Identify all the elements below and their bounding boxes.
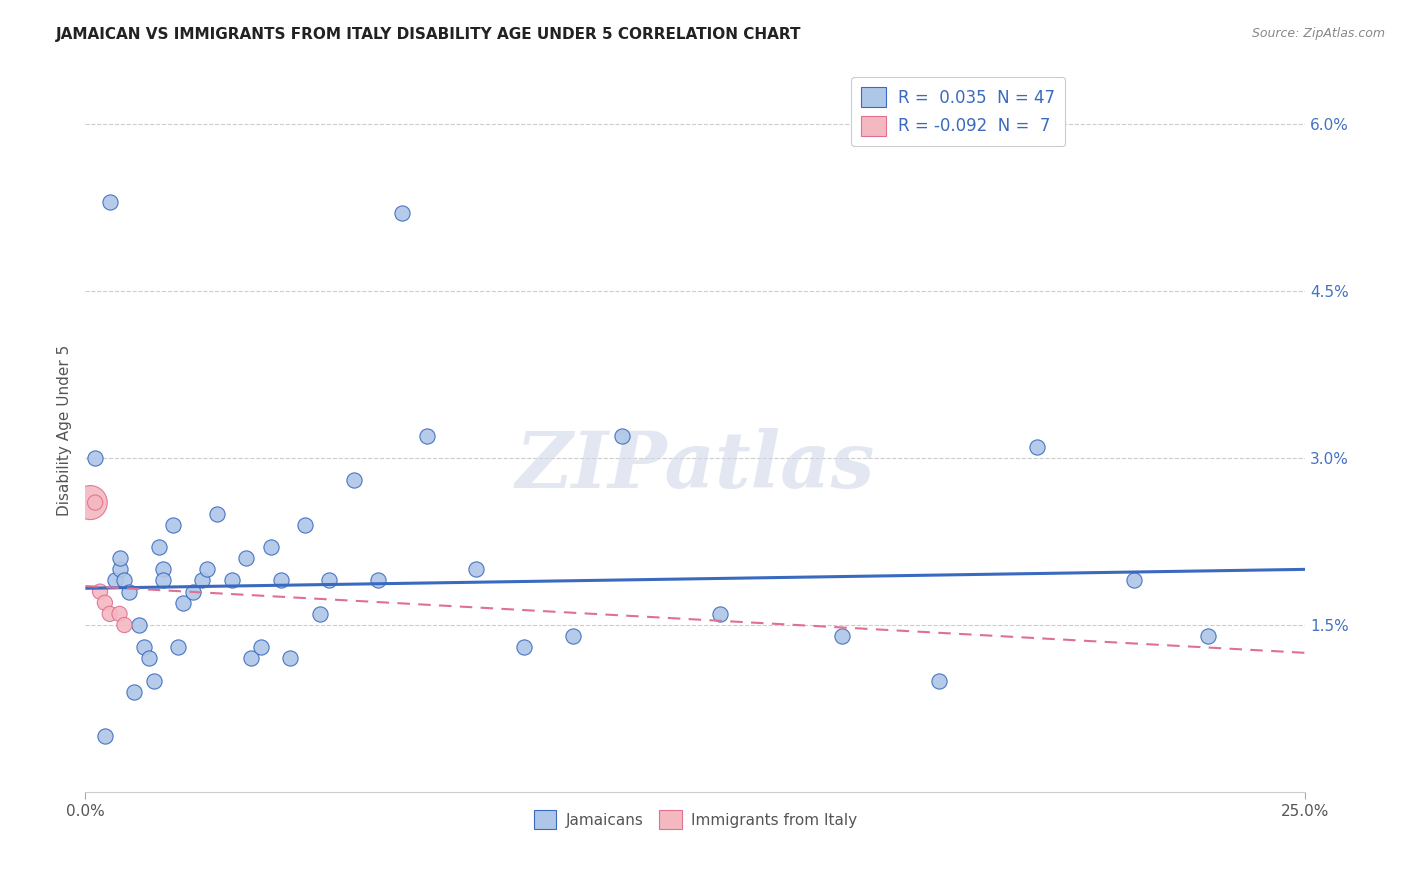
Point: [152, 574, 174, 588]
Point: [250, 640, 273, 655]
Point: [112, 618, 135, 632]
Point: [205, 507, 228, 521]
Point: [235, 551, 257, 566]
Point: [167, 640, 190, 655]
Text: ZIPatlas: ZIPatlas: [516, 428, 875, 505]
Point: [221, 574, 243, 588]
Point: [108, 551, 131, 566]
Point: [709, 607, 731, 621]
Point: [138, 651, 160, 665]
Point: [98, 195, 121, 210]
Point: [416, 429, 439, 443]
Point: [191, 574, 214, 588]
Point: [195, 562, 218, 576]
Point: [367, 574, 389, 588]
Point: [172, 596, 194, 610]
Point: [308, 607, 330, 621]
Point: [128, 618, 150, 632]
Point: [84, 495, 107, 509]
Point: [79, 495, 101, 509]
Point: [84, 451, 107, 466]
Point: [98, 607, 121, 621]
Point: [181, 584, 204, 599]
Point: [278, 651, 301, 665]
Point: [831, 629, 853, 643]
Point: [142, 673, 165, 688]
Point: [148, 540, 170, 554]
Point: [94, 596, 117, 610]
Point: [294, 517, 316, 532]
Point: [1197, 629, 1219, 643]
Point: [270, 574, 292, 588]
Point: [391, 206, 413, 220]
Point: [132, 640, 155, 655]
Y-axis label: Disability Age Under 5: Disability Age Under 5: [58, 344, 72, 516]
Point: [562, 629, 585, 643]
Text: Source: ZipAtlas.com: Source: ZipAtlas.com: [1251, 27, 1385, 40]
Text: JAMAICAN VS IMMIGRANTS FROM ITALY DISABILITY AGE UNDER 5 CORRELATION CHART: JAMAICAN VS IMMIGRANTS FROM ITALY DISABI…: [56, 27, 801, 42]
Point: [112, 574, 135, 588]
Point: [108, 562, 131, 576]
Point: [152, 562, 174, 576]
Point: [260, 540, 283, 554]
Point: [513, 640, 536, 655]
Point: [118, 584, 141, 599]
Point: [464, 562, 486, 576]
Point: [1025, 440, 1047, 454]
Point: [162, 517, 184, 532]
Legend: Jamaicans, Immigrants from Italy: Jamaicans, Immigrants from Italy: [527, 804, 863, 835]
Point: [1123, 574, 1146, 588]
Point: [318, 574, 340, 588]
Point: [240, 651, 263, 665]
Point: [104, 574, 127, 588]
Point: [343, 473, 366, 487]
Point: [928, 673, 950, 688]
Point: [94, 729, 117, 743]
Point: [108, 607, 131, 621]
Point: [89, 584, 111, 599]
Point: [122, 685, 145, 699]
Point: [610, 429, 633, 443]
